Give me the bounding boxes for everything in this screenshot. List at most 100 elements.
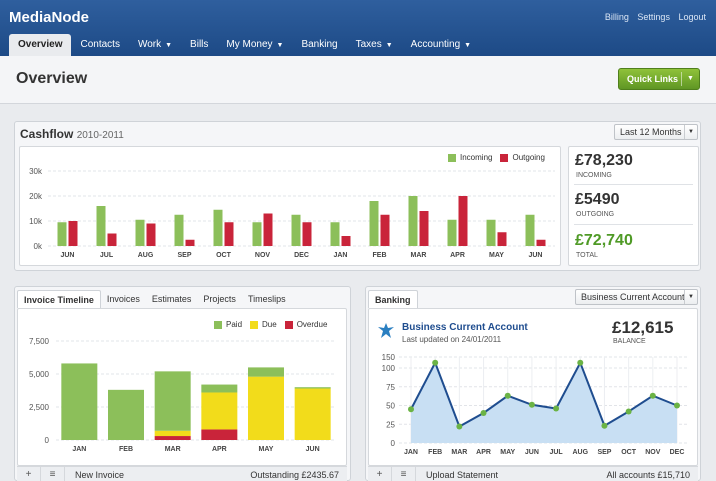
x-tick-label: MAR [451, 449, 467, 456]
tab-banking[interactable]: Banking [368, 290, 418, 308]
upload-statement-button[interactable]: Upload Statement [426, 470, 499, 480]
tab-estimates[interactable]: Estimates [151, 294, 192, 304]
x-tick-label: MAY [500, 449, 515, 456]
data-point [601, 422, 608, 429]
x-tick-label: APR [212, 446, 227, 453]
nav-item-overview[interactable]: Overview [9, 34, 72, 56]
bar-outgoing [419, 211, 429, 246]
account-select[interactable]: Business Current Account ▼ [575, 289, 698, 305]
bar-paid [61, 363, 98, 440]
account-name[interactable]: Business Current Account [402, 322, 528, 333]
x-tick-label: APR [476, 449, 491, 456]
tab-invoice-timeline[interactable]: Invoice Timeline [17, 290, 101, 308]
new-invoice-button[interactable]: New Invoice [75, 470, 125, 480]
x-tick-label: DEC [294, 252, 309, 259]
menu-icon[interactable]: ≡ [392, 467, 416, 481]
nav-item-label: My Money [226, 39, 273, 50]
bar-outgoing [107, 233, 117, 246]
x-tick-label: FEB [373, 252, 387, 259]
x-tick-label: SEP [177, 252, 191, 259]
last-updated: Last updated on 24/01/2011 [402, 335, 502, 344]
nav-item-work[interactable]: Work ▼ [129, 34, 181, 56]
period-select[interactable]: Last 12 Months ▼ [614, 124, 698, 140]
bar-incoming [447, 219, 457, 246]
divider [681, 72, 682, 86]
cashflow-summary [568, 146, 699, 266]
nav-item-bills[interactable]: Bills [181, 34, 217, 56]
nav-item-contacts[interactable]: Contacts [71, 34, 128, 56]
chevron-down-icon: ▼ [165, 42, 173, 49]
chevron-down-icon[interactable]: ▼ [684, 290, 697, 304]
y-tick-label: 0 [391, 439, 396, 448]
bar-overdue [154, 436, 191, 440]
menu-icon[interactable]: ≡ [41, 467, 65, 481]
legend-outgoing: Outgoing [500, 153, 545, 162]
bar-outgoing [497, 232, 507, 246]
data-point [480, 410, 487, 416]
bar-outgoing [341, 236, 351, 246]
y-tick-label: 30k [29, 167, 43, 176]
tab-invoices[interactable]: Invoices [106, 294, 140, 304]
banking-footer: + ≡ Upload Statement All accounts £15,71… [368, 466, 698, 481]
nav-item-label: Bills [190, 39, 209, 50]
nav-item-banking[interactable]: Banking [292, 34, 346, 56]
cashflow-title: Cashflow 2010-2011 [20, 127, 124, 141]
invoice-chart-box: 0 2,500 5,000 7,500 JAN FEB MAR APR MAY JUN [17, 308, 347, 466]
account-links: Billing Settings Logout [599, 12, 706, 22]
page-title: Overview [16, 70, 88, 87]
legend-due: Due [250, 320, 277, 329]
bank-eagle-icon [378, 323, 394, 338]
x-tick-label: JUN [525, 449, 539, 456]
bar-incoming [252, 222, 262, 246]
nav-item-label: Accounting [410, 39, 461, 50]
chevron-down-icon: ▼ [385, 42, 393, 49]
add-icon[interactable]: + [368, 467, 392, 481]
bar-due [201, 392, 238, 430]
bar-incoming [486, 219, 496, 246]
data-point [432, 359, 439, 366]
total-value: £72,740 [575, 232, 633, 249]
nav-item-my-money[interactable]: My Money ▼ [217, 34, 292, 56]
settings-link[interactable]: Settings [637, 12, 670, 22]
x-tick-label: AUG [138, 252, 154, 259]
legend-swatch [214, 320, 222, 329]
all-accounts-total: All accounts £15,710 [606, 470, 690, 480]
nav-item-taxes[interactable]: Taxes ▼ [347, 34, 402, 56]
y-tick-label: 75 [386, 383, 395, 392]
chevron-down-icon[interactable]: ▼ [684, 125, 697, 139]
x-tick-label: JUN [60, 252, 74, 259]
incoming-label: Incoming [576, 172, 612, 179]
add-icon[interactable]: + [17, 467, 41, 481]
legend-label: Overdue [296, 320, 328, 329]
legend-swatch [448, 153, 456, 162]
tab-timeslips[interactable]: Timeslips [247, 294, 286, 304]
nav-item-accounting[interactable]: Accounting ▼ [402, 34, 480, 56]
quick-links-button[interactable]: Quick Links ▼ [618, 68, 700, 90]
bar-due [294, 388, 331, 440]
bar-incoming [135, 219, 145, 246]
data-point [674, 402, 680, 409]
bar-paid [201, 384, 238, 393]
chevron-down-icon[interactable]: ▼ [687, 75, 694, 82]
app-logo[interactable]: MediaNode [9, 9, 90, 26]
data-point [504, 392, 511, 399]
billing-link[interactable]: Billing [604, 12, 629, 22]
divider [574, 224, 693, 225]
x-tick-label: JUL [549, 449, 563, 456]
x-tick-label: DEC [670, 449, 685, 456]
main-nav: Overview Contacts Work ▼ Bills My Money ▼ Banki… [9, 34, 480, 56]
nav-item-label: Work [137, 39, 162, 50]
legend-label: Outgoing [512, 153, 545, 162]
divider [574, 184, 693, 185]
y-tick-label: 10k [29, 217, 43, 226]
banking-chart-box: 0 25 50 75 100 150 JAN FEB MAR APR MAY JUN JUL AUG SEP… [368, 308, 698, 466]
x-tick-label: JAN [72, 446, 86, 453]
x-tick-label: MAY [259, 446, 274, 453]
data-point [553, 405, 560, 412]
y-tick-label: 2,500 [29, 403, 50, 412]
logout-link[interactable]: Logout [678, 12, 706, 22]
x-tick-label: OCT [621, 449, 637, 456]
x-tick-label: NOV [255, 252, 271, 259]
bar-incoming [525, 214, 535, 246]
tab-projects[interactable]: Projects [203, 294, 236, 304]
